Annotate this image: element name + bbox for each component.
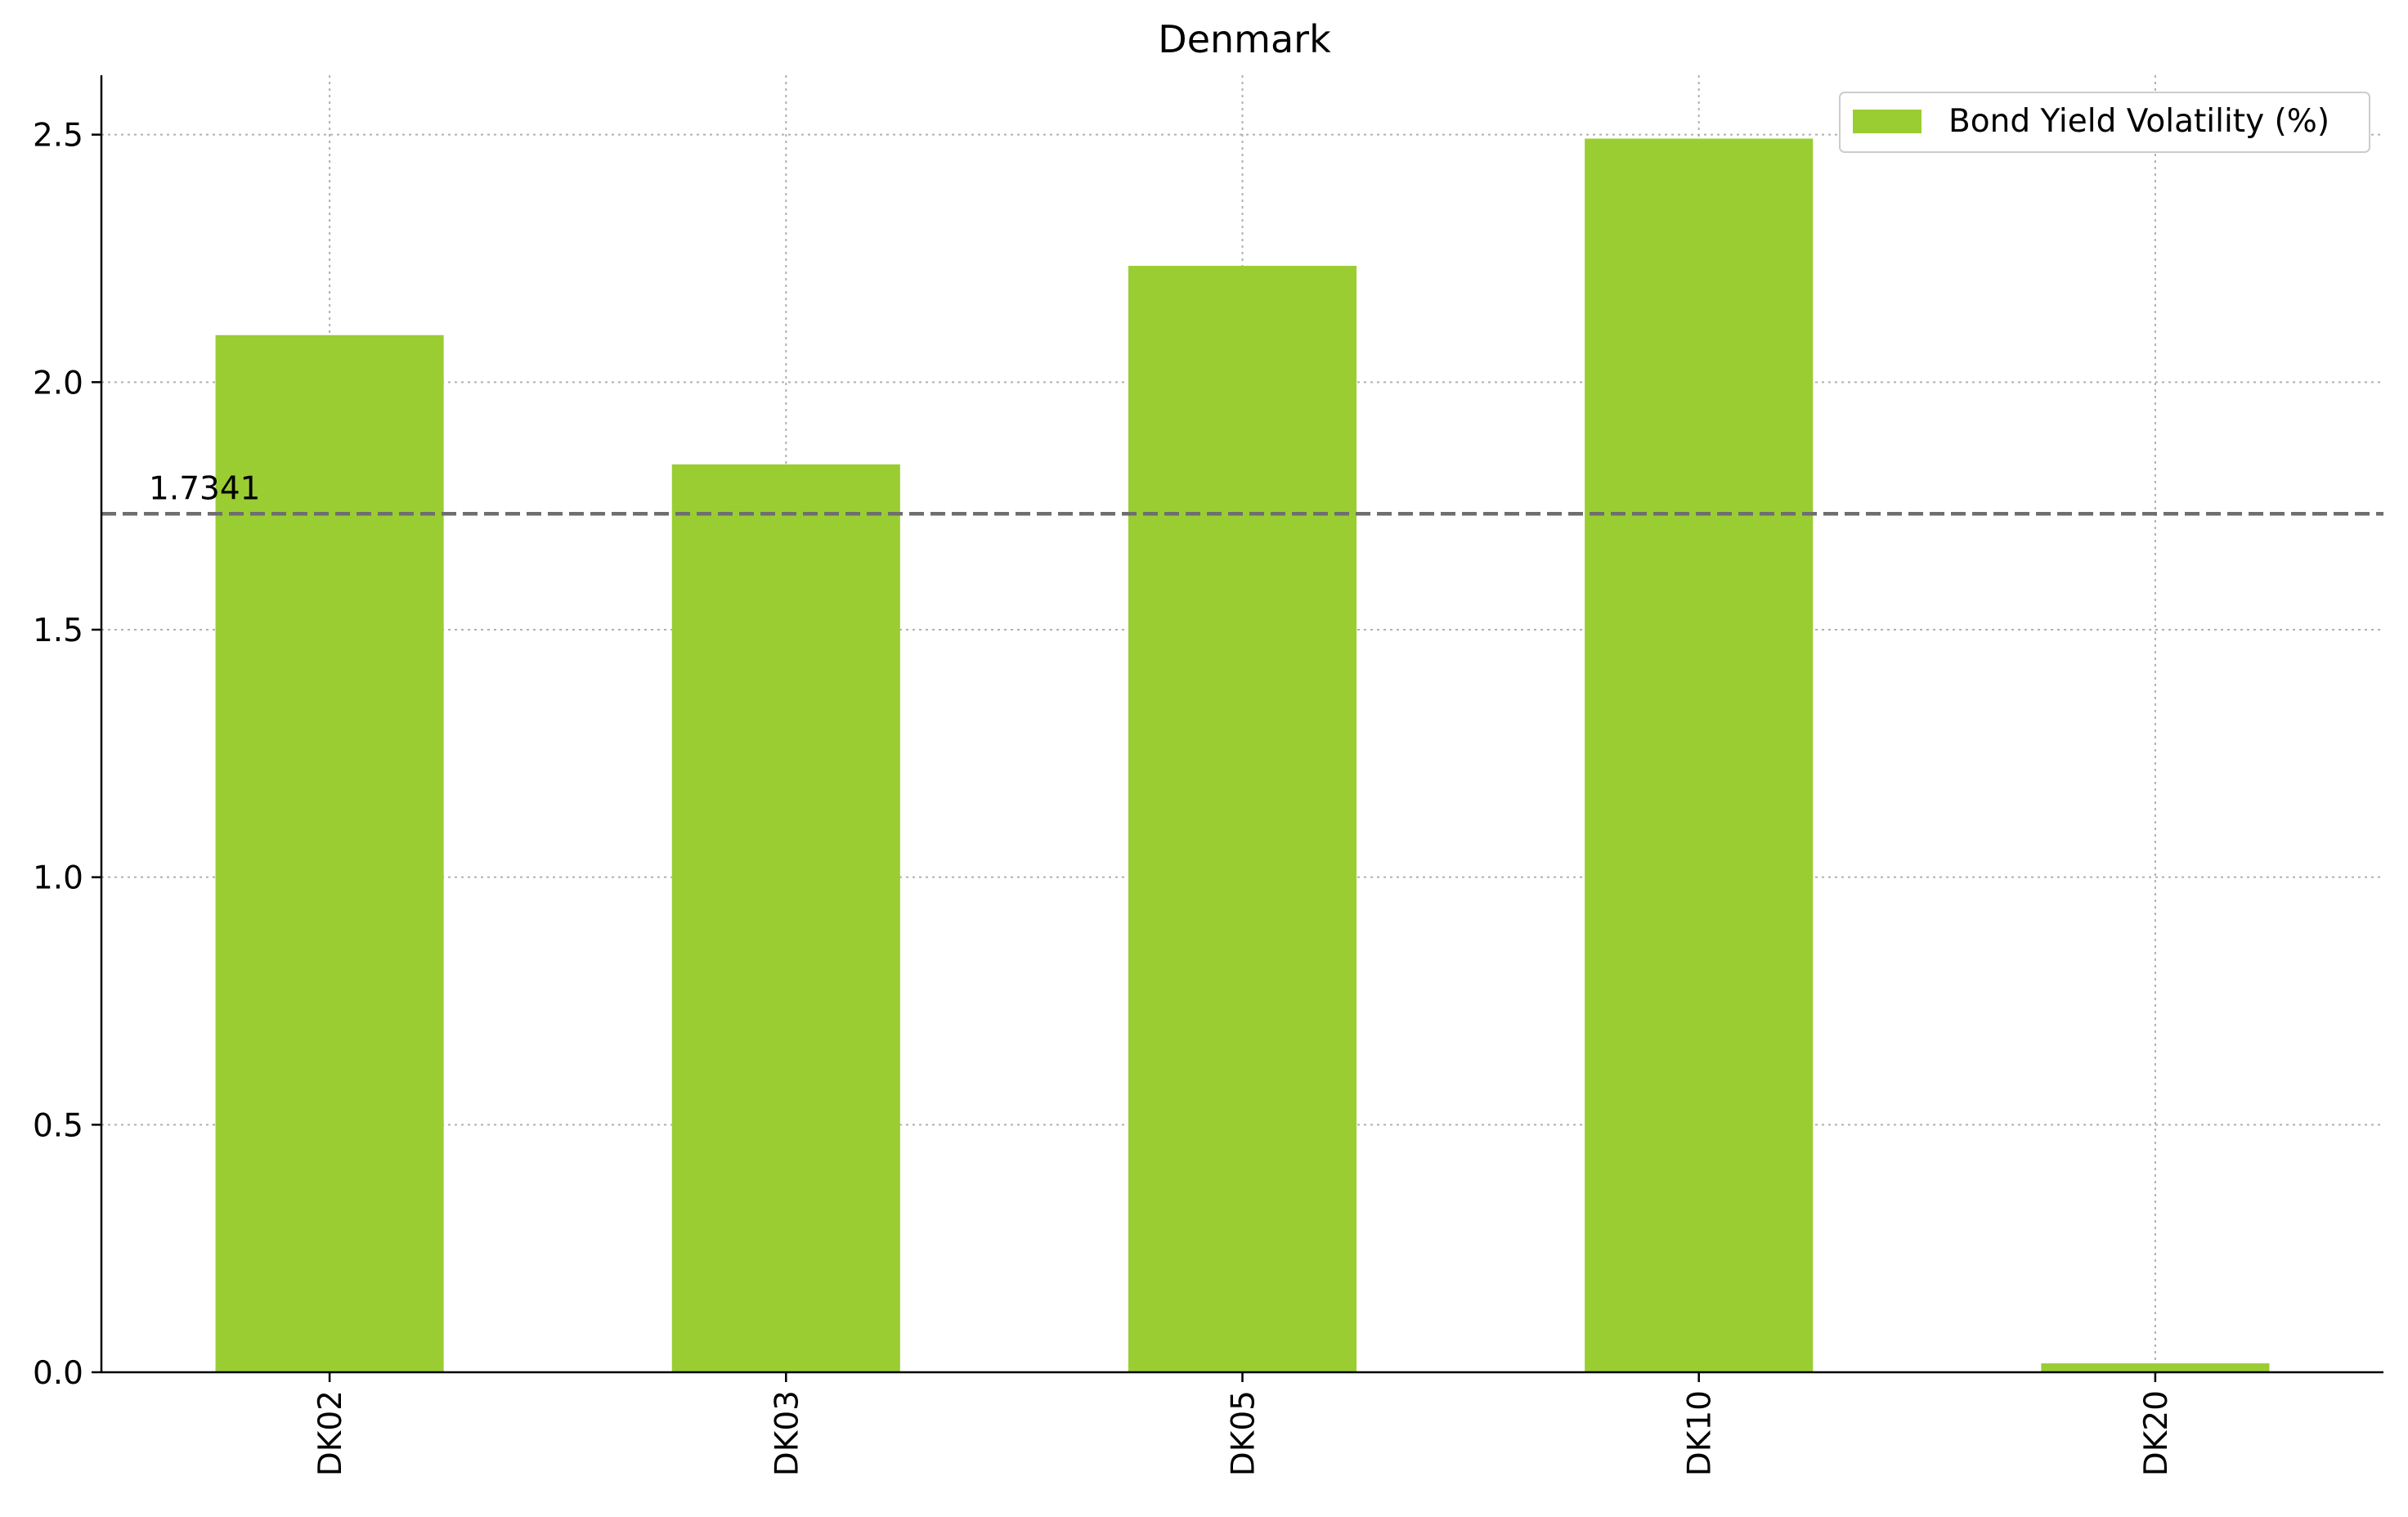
legend-label: Bond Yield Volatility (%) <box>1948 103 2330 140</box>
y-tick-label: 0.0 <box>33 1355 83 1392</box>
chart-title: Denmark <box>1158 17 1331 61</box>
x-tick-label: DK10 <box>1682 1390 1719 1476</box>
y-tick-label: 1.5 <box>33 613 83 649</box>
bars-layer <box>215 138 2270 1373</box>
bar-dk20 <box>2041 1363 2270 1372</box>
mean-reference-label: 1.7341 <box>149 470 260 507</box>
reference-line-layer: 1.7341 <box>101 470 2383 516</box>
x-tick-label: DK20 <box>2138 1390 2175 1476</box>
legend-swatch <box>1853 110 1921 133</box>
y-tick-label: 1.0 <box>33 860 83 897</box>
bar-dk02 <box>215 334 444 1373</box>
bar-dk10 <box>1585 138 1814 1372</box>
y-tick-label: 2.0 <box>33 365 83 402</box>
y-tick-label: 0.5 <box>33 1107 83 1144</box>
x-tick-label: DK05 <box>1226 1390 1262 1476</box>
legend-frame <box>1839 92 2370 153</box>
legend: Bond Yield Volatility (%) <box>1839 92 2370 153</box>
x-tick-label: DK02 <box>312 1390 349 1476</box>
x-tick-label: DK03 <box>769 1390 805 1476</box>
bar-dk03 <box>671 464 900 1372</box>
y-tick-label: 2.5 <box>33 118 83 155</box>
bar-dk05 <box>1128 266 1357 1372</box>
axes-layer: 0.0 0.5 1.0 1.5 2.0 2.5 DK02 DK03 DK05 DK10 DK20 <box>33 75 2383 1476</box>
